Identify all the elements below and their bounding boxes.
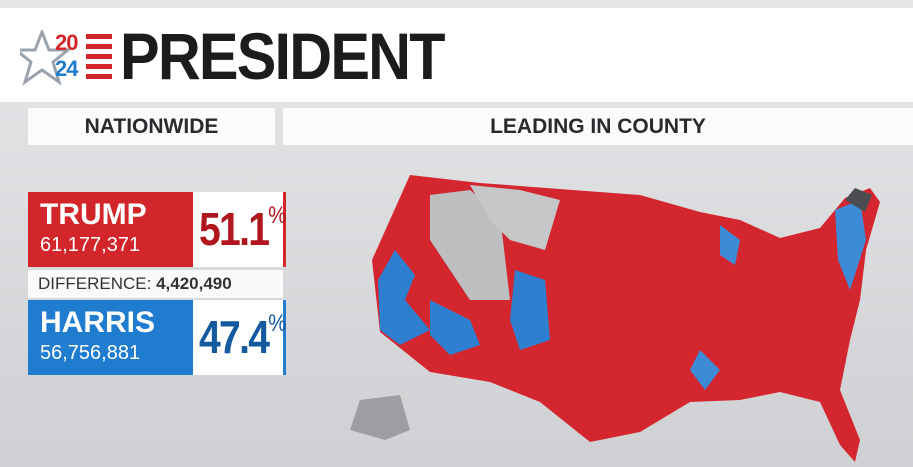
nationwide-heading: NATIONWIDE <box>28 108 275 145</box>
candidate-box: HARRIS 56,756,881 <box>28 300 193 375</box>
percent: 47.4% <box>199 310 286 364</box>
logo <box>20 30 112 86</box>
candidate-votes: 61,177,371 <box>40 234 141 256</box>
percent-box: 51.1% <box>193 192 286 267</box>
title: PRESIDENT <box>120 19 446 93</box>
candidate-box: TRUMP 61,177,371 <box>28 192 193 267</box>
map-heading: LEADING IN COUNTY <box>283 108 913 145</box>
difference-label: DIFFERENCE: <box>38 274 152 293</box>
candidate-name: HARRIS <box>40 306 156 339</box>
candidate-name: TRUMP <box>40 198 147 231</box>
logo-year-bottom: 24 <box>55 56 79 81</box>
percent-box: 47.4% <box>193 300 286 375</box>
percent: 51.1% <box>199 202 286 256</box>
percent-value: 47.4 <box>199 311 270 363</box>
candidate-votes: 56,756,881 <box>40 342 141 364</box>
percent-value: 51.1 <box>199 203 270 255</box>
logo-year-top: 20 <box>55 30 79 55</box>
header-band <box>0 8 913 102</box>
percent-unit: % <box>268 202 286 229</box>
difference-value: 4,420,490 <box>156 274 232 293</box>
percent-unit: % <box>268 310 286 337</box>
difference-row: DIFFERENCE: 4,420,490 <box>28 270 283 298</box>
